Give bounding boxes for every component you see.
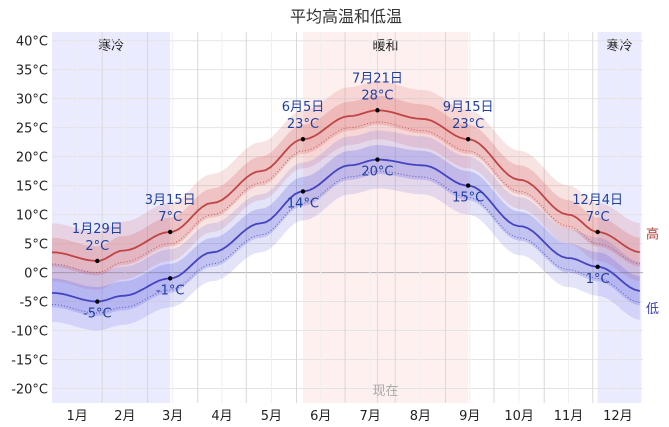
season-band	[52, 32, 171, 403]
chart-title: 平均高温和低温	[290, 7, 402, 26]
x-tick-label: 9月	[459, 409, 480, 424]
annotation-temp: 2°C	[85, 239, 109, 254]
y-tick-label: 35°C	[16, 64, 48, 79]
x-tick-label: 1月	[66, 409, 87, 424]
x-tick-label: 3月	[162, 409, 183, 424]
x-tick-label: 10月	[504, 409, 534, 424]
annotation-temp: 28°C	[361, 88, 393, 103]
axis-labels: 40°C 35°C 30°C 25°C 20°C 15°C 10°C 5°C 0°C -5°C -1…	[11, 35, 632, 424]
series-dotted-line	[51, 170, 640, 314]
annotation-dot	[375, 157, 380, 162]
annotation-temp: 15°C	[452, 191, 484, 206]
y-tick-label: 30°C	[16, 93, 48, 108]
band-p10-p90	[52, 130, 640, 331]
annotation-date: 9月15日	[443, 100, 494, 115]
annotation-dot	[465, 183, 471, 188]
annotation-date: 12月4日	[572, 193, 623, 208]
x-tick-label: 6月	[310, 409, 331, 424]
annotation-dot	[300, 189, 306, 194]
annotation-temp: 1°C	[586, 272, 610, 287]
season-band	[597, 32, 642, 403]
band-p25-p75	[52, 95, 640, 276]
season-bands: 寒冷 暖和 寒冷	[52, 32, 642, 403]
annotation-temp: 20°C	[361, 165, 393, 180]
band-p10-p90	[52, 81, 640, 290]
series-line	[51, 109, 640, 262]
x-tick-label: 7月	[360, 409, 381, 424]
x-tick-label: 2月	[114, 409, 135, 424]
annotation-dot	[300, 137, 306, 142]
series-lines: 高低	[51, 109, 659, 317]
y-tick-label: -20°C	[11, 383, 48, 398]
annotation-date: 6月5日	[282, 100, 325, 115]
y-tick-label: 15°C	[16, 180, 48, 195]
y-tick-label: -5°C	[19, 296, 48, 311]
annotation-temp: -5°C	[83, 307, 112, 322]
annotation-date: 7月21日	[352, 71, 403, 86]
annotation-dot	[168, 276, 173, 281]
annotation-dot	[95, 258, 100, 264]
x-tick-label: 5月	[261, 409, 282, 424]
annotation-temp: -1°C	[156, 283, 185, 298]
annotation-date: 1月29日	[72, 222, 123, 237]
annotation-dot	[595, 264, 600, 269]
annotation-dot	[168, 229, 173, 235]
annotation-dot	[465, 137, 471, 142]
annotation-temp: 14°C	[287, 196, 319, 211]
y-tick-label: 10°C	[16, 209, 48, 224]
y-tick-label: 5°C	[24, 238, 48, 253]
annotation-date: 3月15日	[145, 193, 196, 208]
season-label: 暖和	[373, 39, 399, 54]
annotation-temp: 7°C	[158, 210, 182, 225]
x-tick-label: 4月	[211, 409, 232, 424]
y-tick-label: -15°C	[11, 354, 48, 369]
series-label: 高	[646, 226, 659, 242]
series-label: 低	[646, 302, 659, 317]
annotation-temp: 23°C	[452, 117, 484, 132]
annotation-dot	[95, 299, 100, 304]
series-line	[51, 158, 641, 303]
season-band	[302, 32, 469, 403]
y-tick-label: 0°C	[24, 267, 48, 282]
x-tick-label: 8月	[410, 409, 431, 424]
annotation-dot	[375, 108, 380, 113]
season-label: 寒冷	[607, 38, 633, 54]
annotation-dot	[595, 229, 600, 235]
season-label: 寒冷	[98, 38, 124, 54]
annotations: 1月29日 2°C -5°C 3月15日 7°C -1°C 6月5日 23°C 14°C 7月21…	[72, 71, 623, 321]
y-tick-label: 20°C	[16, 151, 48, 166]
annotation-temp: 7°C	[586, 210, 610, 225]
y-tick-label: -10°C	[11, 325, 48, 340]
annotation-temp: 23°C	[287, 117, 319, 132]
x-tick-label: 12月	[603, 409, 633, 424]
x-tick-label: 11月	[554, 409, 584, 424]
y-tick-label: 25°C	[16, 122, 48, 137]
y-tick-label: 40°C	[16, 35, 48, 50]
now-label: 现在	[372, 384, 398, 399]
